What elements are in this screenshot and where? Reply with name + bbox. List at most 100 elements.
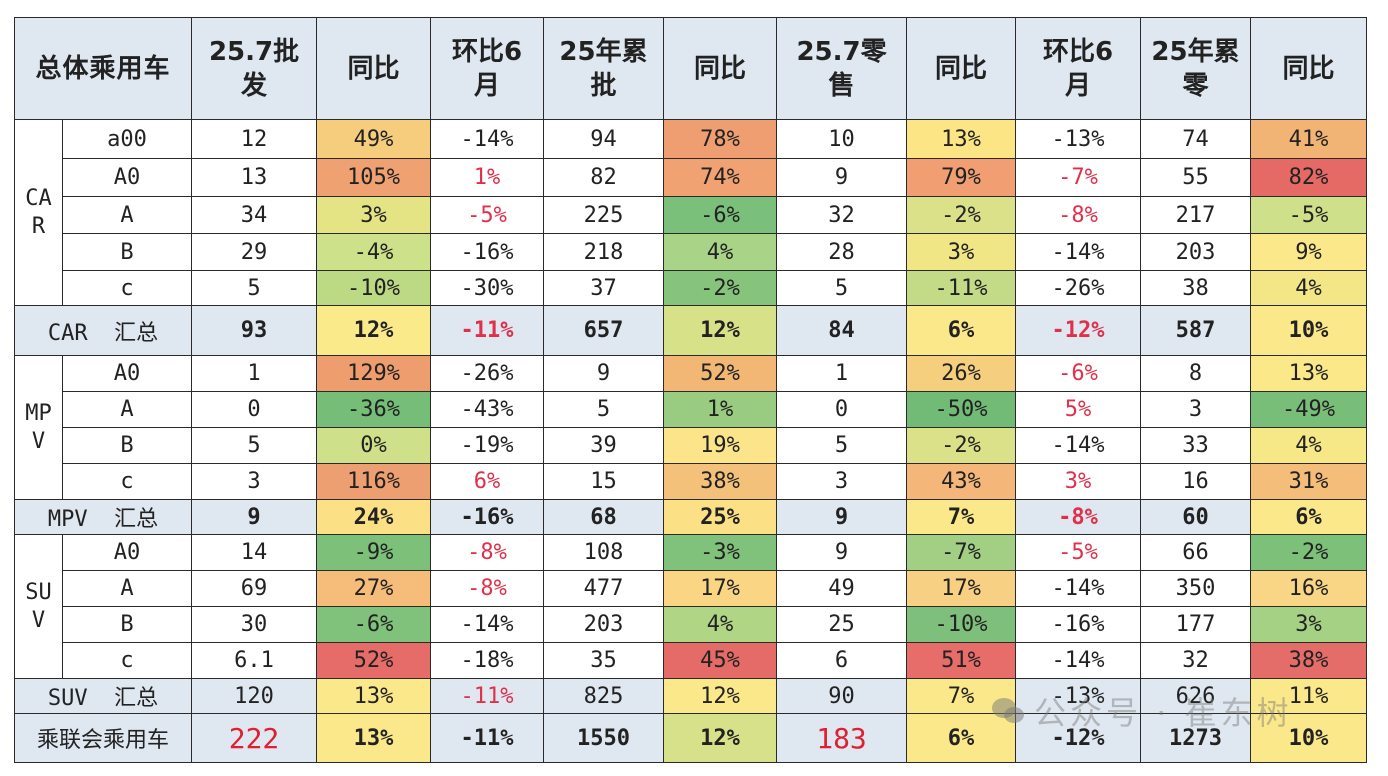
mom-cell: -13% <box>1015 119 1142 159</box>
header-july-wholesale: 25.7批 发 <box>191 17 318 120</box>
value-cell: 6.1 <box>191 642 318 679</box>
mom-cell: 6% <box>430 463 545 500</box>
yoy-cell: 41% <box>1250 119 1368 159</box>
value-cell: 203 <box>1140 233 1252 271</box>
mom-cell: -14% <box>1015 642 1142 679</box>
yoy-cell: 13% <box>316 713 432 763</box>
value-cell: 177 <box>1140 606 1252 643</box>
value-cell: 5 <box>776 427 908 464</box>
yoy-cell: 3% <box>1250 606 1368 643</box>
value-cell: 13 <box>191 158 318 197</box>
mom-cell: -16% <box>1015 606 1142 643</box>
value-cell: 9 <box>776 499 908 535</box>
value-cell: 93 <box>191 305 318 356</box>
yoy-cell: 43% <box>906 463 1017 500</box>
yoy-cell: 45% <box>663 642 778 679</box>
mom-cell: -5% <box>1015 534 1142 571</box>
header-overall-passenger-car: 总体乘用车 <box>13 17 193 120</box>
segment-label: B <box>61 427 193 464</box>
mom-cell: -19% <box>430 427 545 464</box>
value-cell: 9 <box>543 355 665 392</box>
segment-label: B <box>61 606 193 643</box>
value-cell: 8 <box>1140 355 1252 392</box>
yoy-cell: 79% <box>906 158 1017 197</box>
mom-cell: -26% <box>430 355 545 392</box>
value-cell: 49 <box>776 570 908 607</box>
yoy-cell: -5% <box>1250 196 1368 234</box>
mom-cell: -11% <box>430 678 545 714</box>
yoy-cell: 51% <box>906 642 1017 679</box>
yoy-cell: 0% <box>316 427 432 464</box>
mom-cell: -12% <box>1015 305 1142 356</box>
value-cell: 34 <box>191 196 318 234</box>
segment-label: c <box>61 642 193 679</box>
value-cell: 3 <box>776 463 908 500</box>
yoy-cell: 7% <box>906 678 1017 714</box>
mom-cell: -14% <box>1015 570 1142 607</box>
value-cell: 9 <box>191 499 318 535</box>
grand-total-label: 乘联会乘用车 <box>13 713 193 763</box>
mom-cell: -16% <box>430 233 545 271</box>
value-cell: 5 <box>191 427 318 464</box>
yoy-cell: 49% <box>316 119 432 159</box>
header-row: 总体乘用车 25.7批 发 同比 环比6 月 25年累 批 同比 25.7零 售… <box>13 17 1368 120</box>
yoy-cell: -11% <box>906 270 1017 306</box>
mom-cell: -11% <box>430 713 545 763</box>
yoy-cell: 74% <box>663 158 778 197</box>
yoy-cell: -3% <box>663 534 778 571</box>
yoy-cell: -2% <box>906 196 1017 234</box>
table-row: SU V A0 14 -9% -8% 108 -3% 9 -7% -5% 66 -2% <box>14 534 1368 679</box>
value-cell: 60 <box>1140 499 1252 535</box>
yoy-cell: 105% <box>316 158 432 197</box>
yoy-cell: 7% <box>906 499 1017 535</box>
yoy-cell: 52% <box>316 642 432 679</box>
table-row: MP V A0 1 129% -26% 9 52% 1 26% -6% 8 13% <box>14 355 1368 500</box>
segment-label: A <box>61 196 193 234</box>
segment-label: A0 <box>61 534 193 571</box>
value-cell: 10 <box>776 119 908 159</box>
mom-cell: -13% <box>1015 678 1142 714</box>
group-label-suv: SU V <box>14 534 63 679</box>
table-row: B 5 0% -19% 39 19% 5 -2% -14% 33 4% <box>15 427 1368 464</box>
value-cell: 3 <box>191 463 318 500</box>
segment-label: a00 <box>61 119 193 159</box>
value-cell: 5 <box>191 270 318 306</box>
segment-label: c <box>61 463 193 500</box>
yoy-cell: 17% <box>906 570 1017 607</box>
mom-cell: -26% <box>1015 270 1142 306</box>
table-row: A 69 27% -8% 477 17% 49 17% -14% 350 16% <box>15 570 1368 607</box>
value-cell: 1273 <box>1140 713 1252 763</box>
yoy-cell: -2% <box>1250 534 1368 571</box>
mom-cell: -6% <box>1015 355 1142 392</box>
mom-cell: 5% <box>1015 391 1142 428</box>
mom-cell: -5% <box>430 196 545 234</box>
mom-cell: -18% <box>430 642 545 679</box>
value-cell: 68 <box>543 499 665 535</box>
passenger-car-sales-table: 总体乘用车 25.7批 发 同比 环比6 月 25年累 批 同比 25.7零 售… <box>13 17 1368 763</box>
table-row: B 30 -6% -14% 203 4% 25 -10% -16% 177 3% <box>15 606 1368 643</box>
yoy-cell: 3% <box>906 233 1017 271</box>
value-cell: 477 <box>543 570 665 607</box>
yoy-cell: 6% <box>906 713 1017 763</box>
segment-label: c <box>61 270 193 306</box>
value-cell: 6 <box>776 642 908 679</box>
yoy-cell: 38% <box>1250 642 1368 679</box>
value-cell: 94 <box>543 119 665 159</box>
value-cell: 32 <box>776 196 908 234</box>
mom-cell: 1% <box>430 158 545 197</box>
value-cell: 218 <box>543 233 665 271</box>
yoy-cell: 27% <box>316 570 432 607</box>
value-cell: 217 <box>1140 196 1252 234</box>
value-cell: 14 <box>191 534 318 571</box>
header-ytd-retail: 25年累 零 <box>1140 17 1252 120</box>
value-cell: 587 <box>1140 305 1252 356</box>
value-cell: 12 <box>191 119 318 159</box>
mom-cell: -14% <box>1015 427 1142 464</box>
value-cell: 1 <box>776 355 908 392</box>
value-cell: 33 <box>1140 427 1252 464</box>
subtotal-row: CAR 汇总 93 12% -11% 657 12% 84 6% -12% 587 10% <box>13 305 1368 356</box>
segment-label: A <box>61 391 193 428</box>
segment-label: A0 <box>61 158 193 197</box>
value-cell: 350 <box>1140 570 1252 607</box>
